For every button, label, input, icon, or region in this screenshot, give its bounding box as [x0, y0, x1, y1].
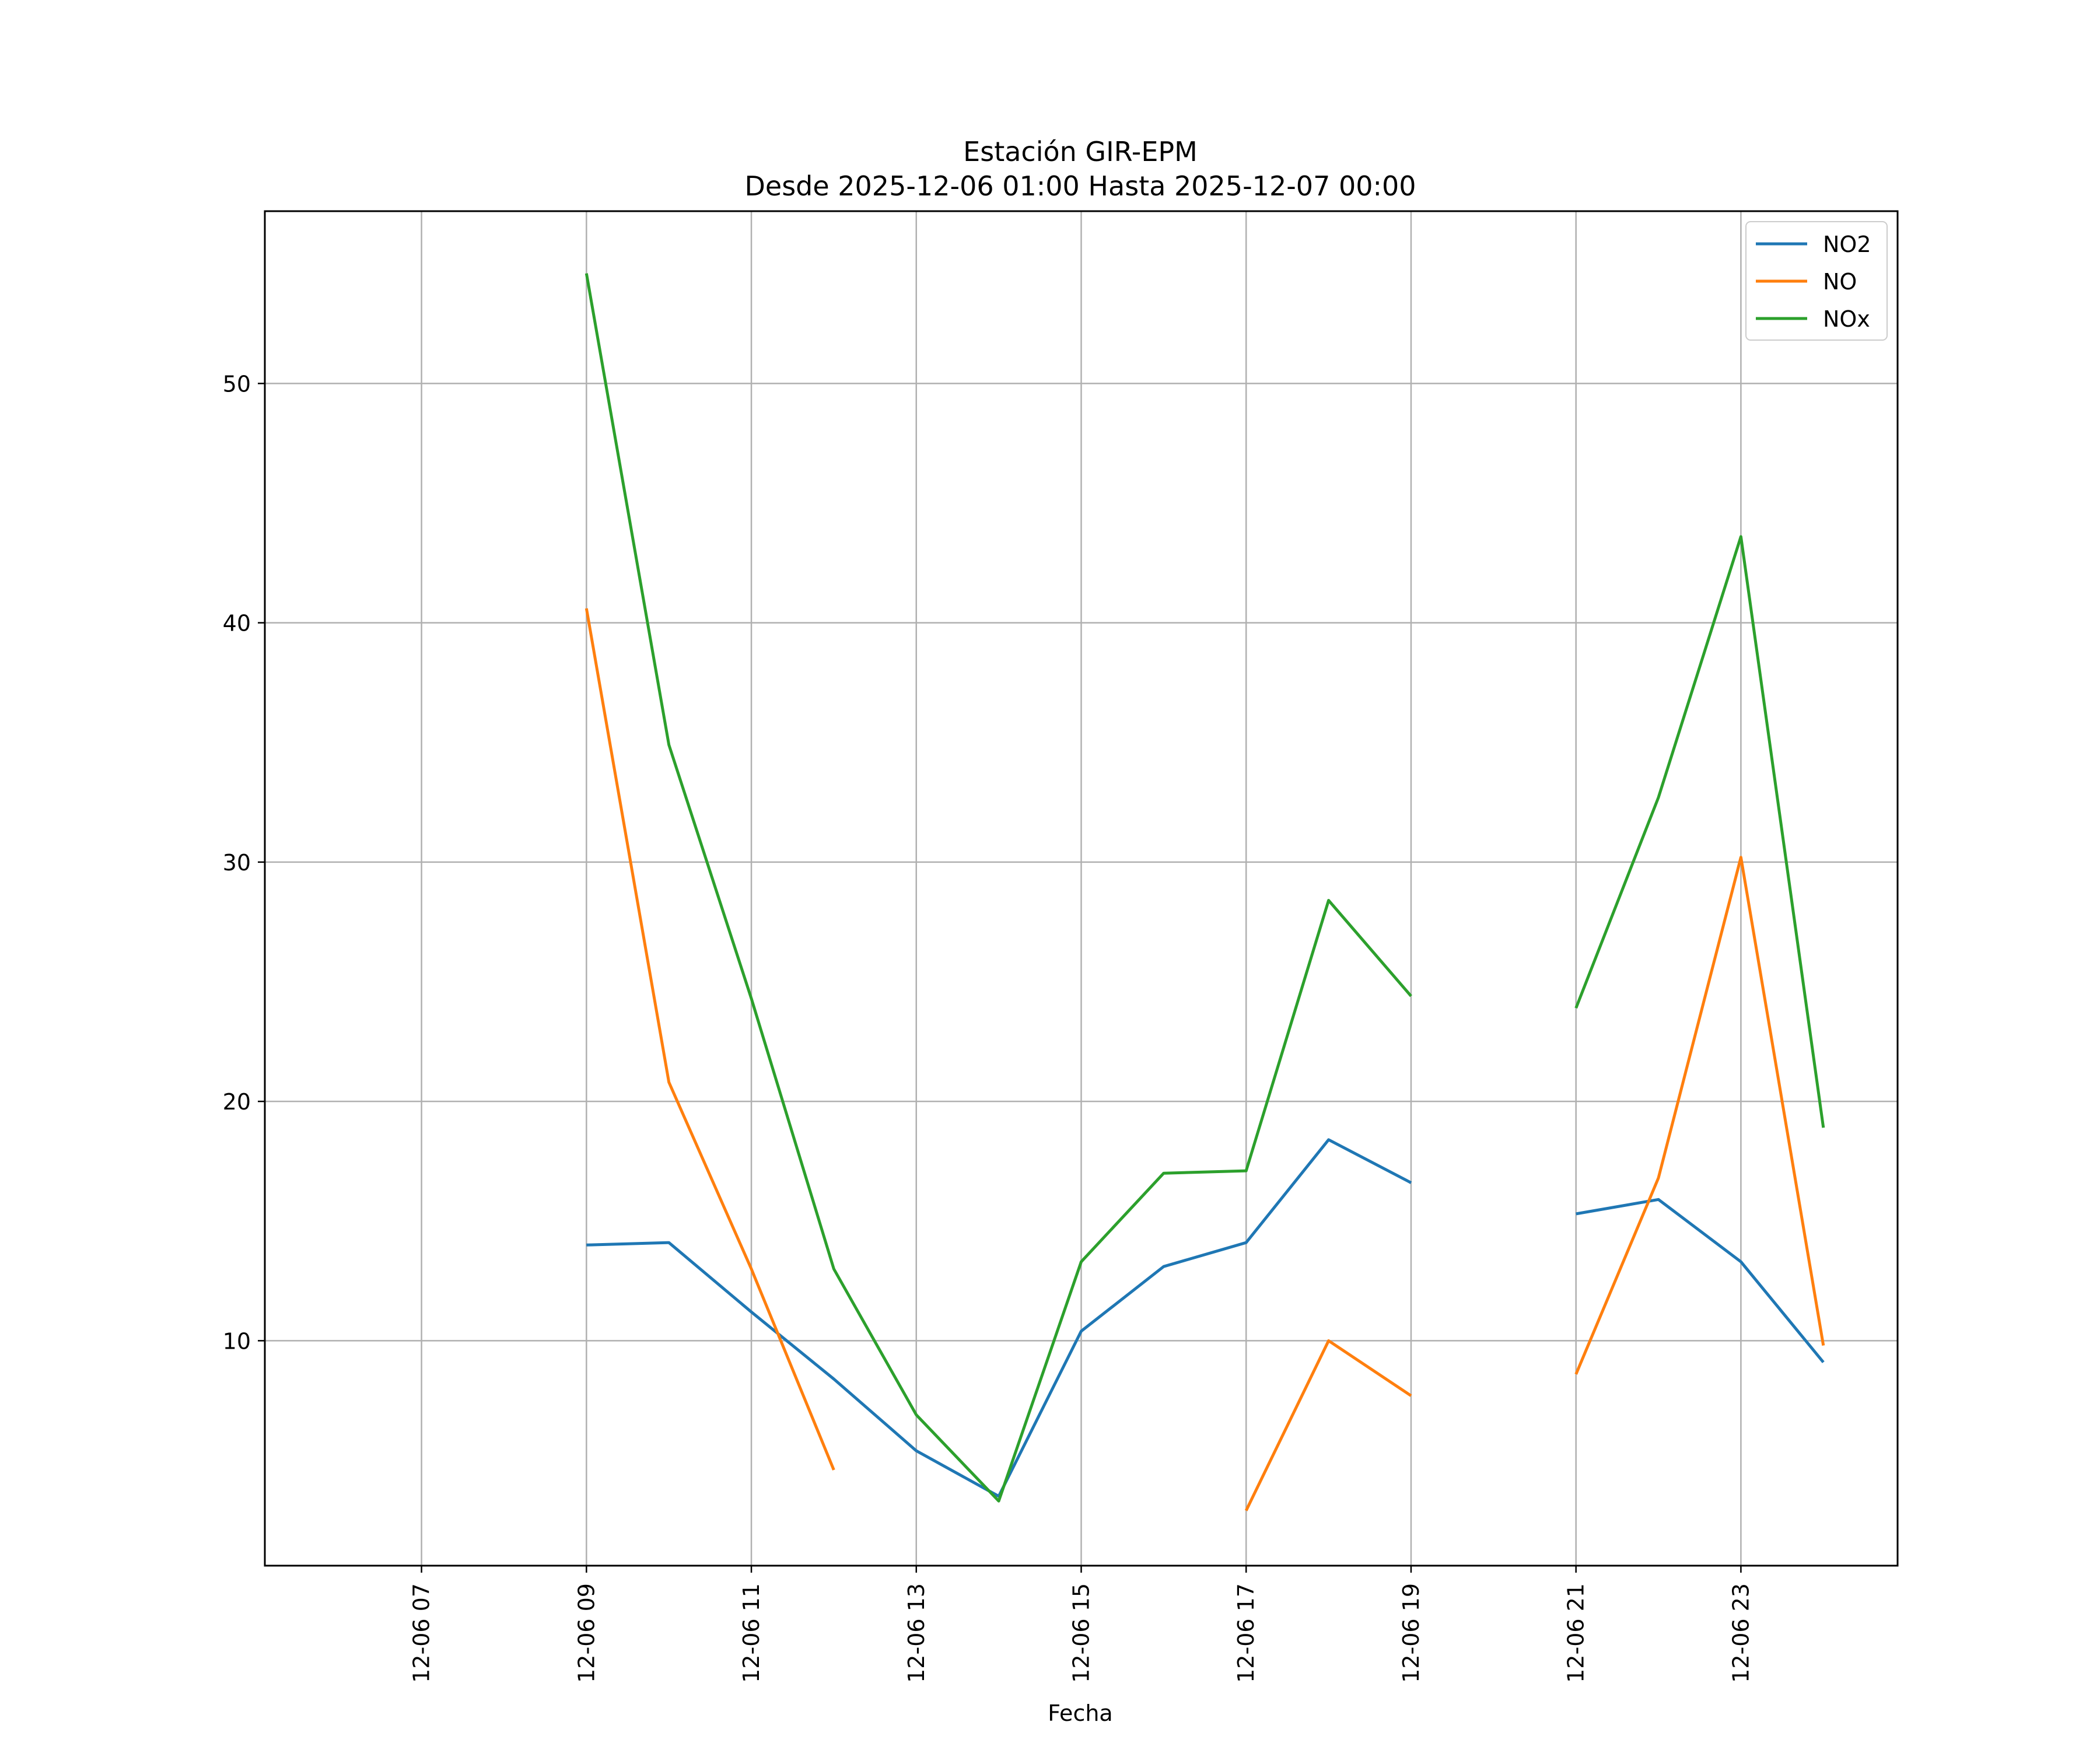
legend-label: NOx — [1823, 306, 1870, 332]
x-tick-label: 12-06 17 — [1233, 1583, 1259, 1683]
series-line-segment — [1244, 1339, 1412, 1511]
x-tick-label: 12-06 09 — [573, 1583, 599, 1683]
x-tick-label: 12-06 19 — [1398, 1583, 1424, 1683]
series-line-segment — [1574, 535, 1825, 1128]
grid-lines — [265, 211, 1898, 1566]
series-lines — [584, 273, 1825, 1511]
x-axis-label: Fecha — [1048, 1700, 1112, 1726]
x-tick-label: 12-06 11 — [738, 1583, 764, 1683]
series-line-segment — [586, 1138, 1412, 1498]
x-tick-label: 12-06 07 — [409, 1583, 435, 1683]
series-line-segment — [584, 273, 1412, 1503]
series-nox — [584, 273, 1825, 1503]
legend-label: NO2 — [1823, 232, 1871, 257]
series-line-segment — [1574, 856, 1825, 1375]
chart-title-text: Estación GIR-EPM — [963, 136, 1198, 167]
x-tick-label: 12-06 13 — [904, 1583, 929, 1683]
series-no2 — [586, 1138, 1825, 1498]
series-line-segment — [1576, 1198, 1825, 1363]
x-tick-label: 12-06 15 — [1069, 1583, 1094, 1683]
y-tick-label: 30 — [223, 850, 251, 876]
y-tick-label: 40 — [223, 611, 251, 636]
chart-subtitle-text: Desde 2025-12-06 01:00 Hasta 2025-12-07 … — [744, 170, 1416, 202]
series-line-segment — [584, 608, 835, 1471]
x-axis-ticks: 12-06 07 12-06 09 12-06 11 12-06 13 12-06 15… — [409, 1566, 1754, 1683]
y-tick-label: 20 — [223, 1089, 251, 1115]
x-tick-label: 12-06 23 — [1728, 1583, 1754, 1683]
legend: NO2 NO NOx — [1745, 221, 1888, 341]
legend-label: NO — [1823, 269, 1857, 295]
chart-title: Estación GIR-EPM Desde 2025-12-06 01:00 … — [744, 136, 1416, 202]
y-axis-ticks: 10 20 30 40 50 — [223, 371, 265, 1354]
series-no — [584, 608, 1825, 1511]
legend-box — [1745, 221, 1888, 341]
y-tick-label: 50 — [223, 371, 251, 397]
y-tick-label: 10 — [223, 1328, 251, 1354]
x-tick-label: 12-06 21 — [1563, 1583, 1589, 1683]
